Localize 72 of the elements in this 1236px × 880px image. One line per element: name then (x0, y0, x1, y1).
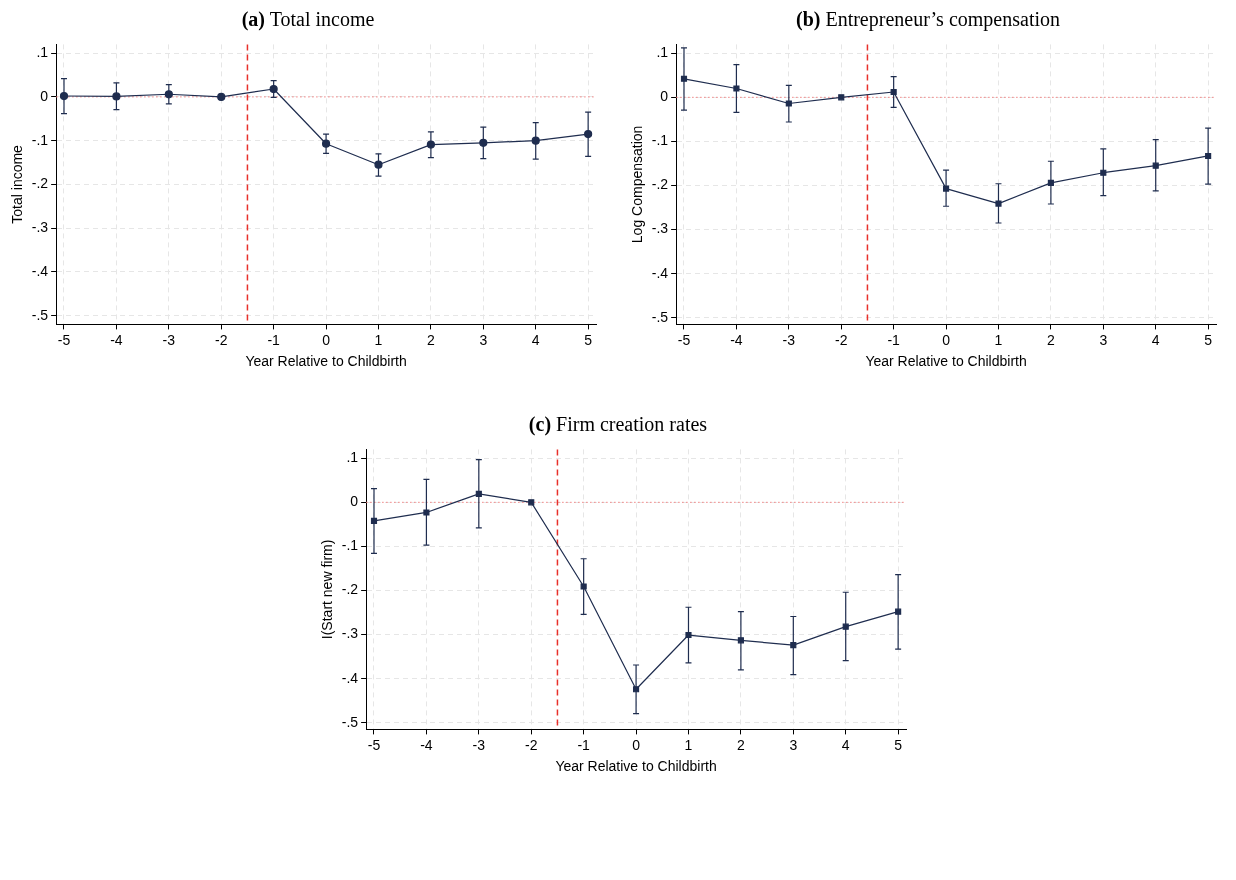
x-tick-label: -5 (677, 331, 691, 348)
point (217, 92, 226, 101)
x-tick-label: 3 (789, 736, 798, 753)
y-tick-label: 0 (40, 87, 49, 104)
x-tick-label: 5 (1204, 331, 1213, 348)
y-axis-title: Log Compensation (629, 125, 646, 244)
y-tick-label: -.4 (341, 669, 359, 686)
x-tick-label: -1 (887, 331, 901, 348)
x-tick-label: 2 (737, 736, 745, 753)
x-tick-label: -1 (577, 736, 591, 753)
y-tick-label: -.5 (341, 713, 359, 730)
y-tick-label: .1 (36, 44, 49, 61)
y-tick-label: -.4 (651, 264, 669, 281)
x-tick-label: 1 (374, 331, 383, 348)
x-tick-label: -2 (215, 331, 228, 348)
y-tick-label: 0 (660, 88, 669, 105)
point (580, 583, 587, 590)
x-axis-title: Year Relative to Childbirth (865, 353, 1027, 370)
y-tick-label: -.2 (341, 581, 359, 598)
x-tick-label: 1 (684, 736, 693, 753)
point (733, 85, 740, 92)
point (785, 100, 792, 107)
x-tick-label: -5 (57, 331, 71, 348)
y-tick-label: -.1 (31, 131, 49, 148)
x-tick-label: 1 (994, 331, 1003, 348)
chart-title: (a) Total income (241, 8, 375, 30)
y-tick-label: -.2 (31, 175, 49, 192)
y-tick-label: -.3 (31, 219, 49, 236)
point (423, 509, 430, 516)
x-tick-label: -1 (267, 331, 281, 348)
y-tick-label: -.1 (651, 132, 669, 149)
x-tick-label: 0 (322, 331, 331, 348)
point (995, 200, 1002, 207)
y-tick-label: .1 (346, 449, 359, 466)
y-tick-label: -.5 (31, 306, 49, 323)
x-tick-label: 4 (531, 331, 540, 348)
y-tick-label: -.1 (341, 537, 359, 554)
x-tick-label: -5 (367, 736, 381, 753)
x-tick-label: -4 (730, 331, 743, 348)
x-tick-label: -2 (835, 331, 848, 348)
y-tick-label: -.3 (341, 625, 359, 642)
x-tick-label: 0 (632, 736, 641, 753)
x-axis-title: Year Relative to Childbirth (555, 758, 717, 775)
y-tick-label: .1 (656, 44, 669, 61)
x-tick-label: 5 (894, 736, 903, 753)
y-tick-label: -.4 (31, 262, 49, 279)
chart-title: (b) Entrepreneur’s compensation (795, 8, 1060, 30)
x-tick-label: 4 (1151, 331, 1160, 348)
x-tick-label: -3 (472, 736, 486, 753)
x-tick-label: -3 (162, 331, 176, 348)
x-tick-label: -2 (525, 736, 538, 753)
x-tick-label: 0 (942, 331, 951, 348)
y-tick-label: -.2 (651, 176, 669, 193)
x-tick-label: 2 (1047, 331, 1055, 348)
x-tick-label: -4 (420, 736, 433, 753)
y-tick-label: -.3 (651, 220, 669, 237)
x-tick-label: 3 (1099, 331, 1108, 348)
x-tick-label: 5 (584, 331, 593, 348)
point (685, 631, 692, 639)
x-tick-label: -3 (782, 331, 796, 348)
point (838, 94, 845, 101)
y-axis-title: Total income (9, 144, 26, 224)
point (528, 499, 535, 506)
x-axis-title: Year Relative to Childbirth (245, 353, 407, 370)
y-axis-title: I(Start new firm) (319, 539, 336, 640)
x-tick-label: 2 (427, 331, 435, 348)
x-tick-label: 3 (479, 331, 488, 348)
chart-title: (c) Firm creation rates (528, 413, 708, 435)
x-tick-label: -4 (110, 331, 123, 348)
y-tick-label: -.5 (651, 308, 669, 325)
x-tick-label: 4 (841, 736, 850, 753)
y-tick-label: 0 (350, 493, 359, 510)
